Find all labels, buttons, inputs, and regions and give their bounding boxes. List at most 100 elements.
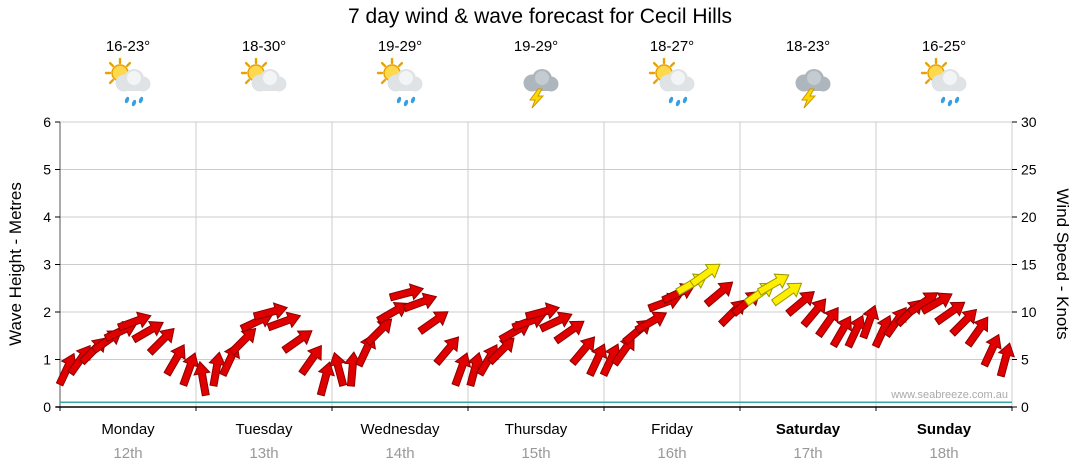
left-tick-label: 2	[43, 304, 51, 320]
sun-ray	[941, 61, 948, 68]
page-title: 7 day wind & wave forecast for Cecil Hil…	[348, 5, 732, 28]
weather-icon-cloud-lightning	[795, 69, 831, 109]
wind-arrow	[316, 361, 335, 397]
temp-range-label: 18-27°	[649, 38, 695, 55]
wind-arrow	[634, 311, 668, 334]
cloud-icon	[395, 82, 416, 91]
left-tick-label: 0	[43, 399, 51, 415]
wind-arrow	[964, 316, 989, 348]
cloud-highlight	[671, 71, 685, 85]
day-name-label: Friday	[651, 421, 693, 438]
wind-arrow	[703, 281, 734, 308]
watermark: www.seabreeze.com.au	[891, 389, 1008, 401]
wind-arrow	[934, 301, 966, 326]
weather-icon-sun-cloud-rain	[920, 58, 967, 107]
sun-ray	[669, 61, 676, 68]
wind-arrow	[800, 298, 827, 328]
day-date-label: 17th	[793, 445, 823, 462]
cloud-icon	[803, 82, 824, 91]
wind-arrow	[228, 327, 257, 356]
wind-arrow	[486, 337, 515, 366]
wind-arrow	[829, 315, 852, 349]
sun-ray	[924, 78, 931, 85]
lightning-icon	[801, 88, 817, 109]
day-name-label: Wednesday	[360, 421, 440, 438]
raindrop-icon	[954, 96, 960, 104]
sun-ray	[380, 78, 387, 85]
wind-arrow	[949, 308, 978, 337]
wind-arrow-strong	[756, 273, 790, 296]
wind-arrow	[815, 306, 839, 339]
cloud-icon	[939, 82, 960, 91]
sun-ray	[244, 78, 251, 85]
right-tick-label: 25	[1021, 162, 1037, 178]
cloud-icon	[667, 82, 688, 91]
raindrop-icon	[396, 96, 402, 104]
cloud-icon	[259, 82, 280, 91]
raindrop-icon	[138, 96, 144, 104]
cloud-highlight	[263, 71, 277, 85]
day-date-label: 15th	[521, 445, 551, 462]
wind-arrow	[266, 311, 302, 332]
left-tick-label: 1	[43, 352, 51, 368]
temp-range-label: 19-29°	[513, 38, 559, 55]
raindrop-icon	[675, 99, 681, 107]
day-date-label: 18th	[929, 445, 959, 462]
wind-arrow	[298, 344, 322, 377]
left-tick-label: 6	[43, 114, 51, 130]
cloud-highlight	[399, 71, 413, 85]
wind-arrow	[553, 320, 585, 345]
wind-arrow	[131, 321, 164, 344]
temp-range-label: 18-23°	[785, 38, 831, 55]
temp-range-label: 19-29°	[377, 38, 423, 55]
sun-ray	[125, 61, 132, 68]
right-tick-label: 10	[1021, 304, 1037, 320]
sun-ray	[652, 61, 659, 68]
right-tick-label: 15	[1021, 257, 1037, 273]
raindrop-icon	[410, 96, 416, 104]
cloud-highlight	[943, 71, 957, 85]
sun-ray	[261, 61, 268, 68]
wind-arrow-strong	[770, 282, 803, 307]
wind-arrow	[364, 318, 393, 347]
raindrop-icon	[124, 96, 130, 104]
sun-ray	[108, 61, 115, 68]
wind-arrow	[996, 342, 1015, 378]
right-tick-label: 0	[1021, 399, 1029, 415]
temp-range-label: 16-23°	[105, 38, 151, 55]
wind-arrow	[193, 360, 211, 397]
day-date-label: 14th	[385, 445, 415, 462]
right-tick-label: 30	[1021, 114, 1037, 130]
sun-ray	[244, 61, 251, 68]
raindrop-icon	[403, 99, 409, 107]
wind-arrow	[433, 336, 460, 366]
sun-ray	[652, 78, 659, 85]
left-tick-label: 4	[43, 209, 51, 225]
day-date-label: 12th	[113, 445, 143, 462]
wind-arrow	[402, 292, 438, 313]
weather-icon-sun-cloud	[240, 58, 287, 92]
day-date-label: 13th	[249, 445, 279, 462]
wind-arrow	[163, 343, 186, 377]
wind-arrow	[980, 333, 1002, 368]
temp-range-label: 16-25°	[921, 38, 967, 55]
day-name-label: Sunday	[916, 421, 972, 438]
cloud-icon	[531, 82, 552, 91]
day-name-label: Monday	[101, 421, 155, 438]
wind-arrow	[920, 292, 953, 315]
wind-arrow	[451, 352, 472, 387]
day-name-label: Saturday	[775, 421, 841, 438]
weather-icon-cloud-lightning	[523, 69, 559, 109]
cloud-icon	[123, 82, 144, 91]
wind-arrow	[859, 304, 880, 340]
day-name-label: Tuesday	[235, 421, 293, 438]
cloud-highlight	[535, 71, 549, 85]
wind-arrow	[785, 290, 815, 317]
raindrop-icon	[947, 99, 953, 107]
sun-ray	[108, 78, 115, 85]
temp-range-label: 18-30°	[241, 38, 287, 55]
right-tick-label: 20	[1021, 209, 1037, 225]
weather-icon-sun-cloud-rain	[648, 58, 695, 107]
raindrop-icon	[940, 96, 946, 104]
